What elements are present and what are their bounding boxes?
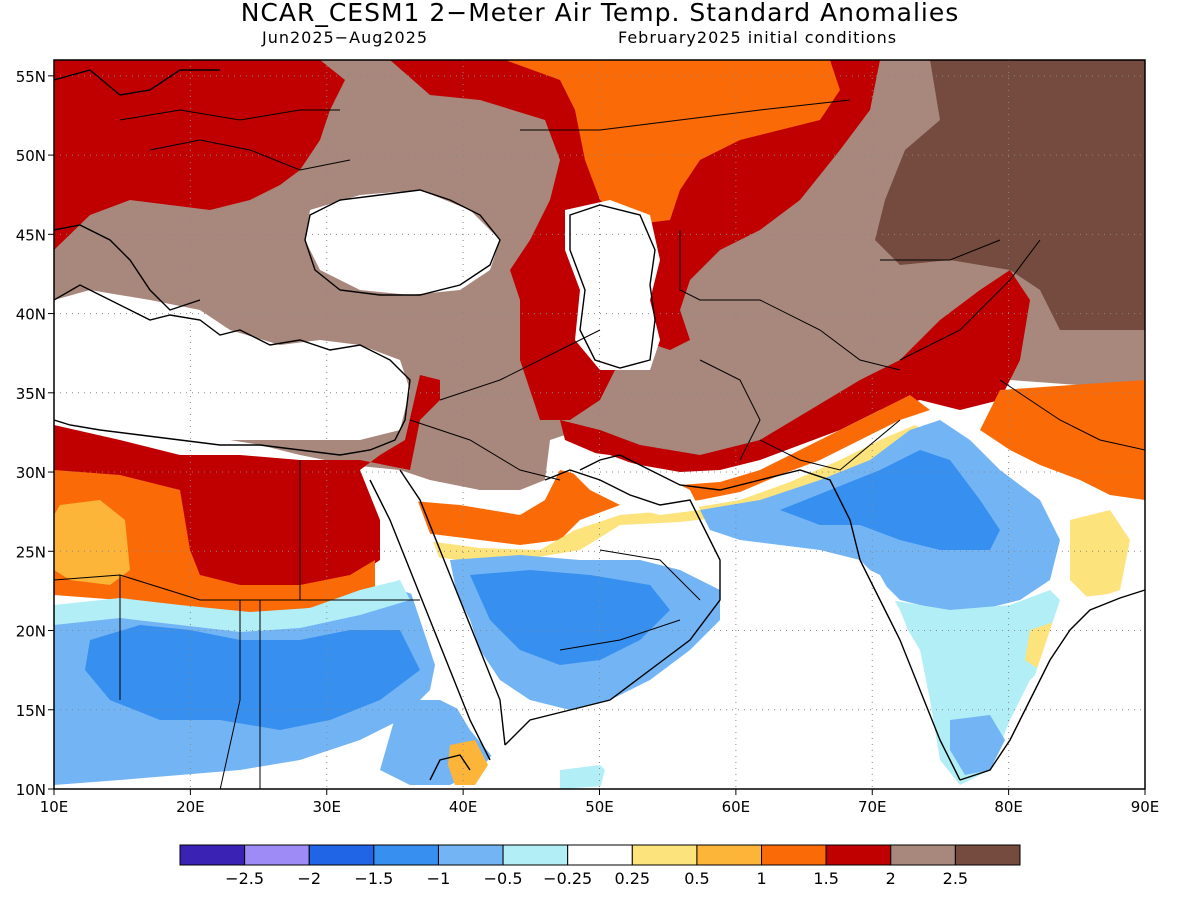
pale-blue-band-sahel bbox=[54, 580, 410, 632]
lat-label: 15N bbox=[16, 702, 46, 720]
warm-patch-ethiopia bbox=[448, 740, 488, 785]
cool-region-sahel-core bbox=[85, 625, 420, 730]
orange-band-arabia bbox=[400, 395, 930, 545]
lon-label: 80E bbox=[994, 798, 1023, 816]
colorbar-swatch bbox=[890, 844, 956, 866]
colorbar: −2.5 −2 −1.5 −1 −0.5 −0.25 0.25 0.5 1 1.5 2 2.5 bbox=[179, 844, 1021, 888]
colorbar-label: −1 bbox=[427, 869, 451, 888]
lon-label: 30E bbox=[312, 798, 341, 816]
colorbar-label: 2 bbox=[886, 869, 896, 888]
neutral-region-red-sea bbox=[380, 470, 510, 760]
map-title: NCAR_CESM1 2−Meter Air Temp. Standard An… bbox=[240, 0, 960, 27]
lat-label: 25N bbox=[16, 543, 46, 561]
lon-label: 60E bbox=[722, 798, 751, 816]
light-orange-region-sahara bbox=[54, 500, 130, 585]
lat-label: 35N bbox=[16, 385, 46, 403]
neutral-region-mediterranean bbox=[54, 290, 410, 440]
colorbar-label: −0.25 bbox=[543, 869, 592, 888]
orange-region-south-asia bbox=[980, 380, 1145, 500]
colorbar-swatch bbox=[244, 844, 310, 866]
neutral-region-caspian bbox=[565, 200, 660, 370]
forecast-period: Jun2025−Aug2025 bbox=[262, 28, 429, 47]
initial-conditions: February2025 initial conditions bbox=[618, 28, 898, 47]
cool-region-india-core bbox=[780, 450, 1000, 550]
lon-label: 40E bbox=[449, 798, 478, 816]
cool-region-india-south bbox=[950, 715, 1005, 775]
colorbar-label: −1.5 bbox=[354, 869, 393, 888]
colorbar-swatch bbox=[179, 844, 246, 866]
neutral-region-persian-gulf bbox=[570, 450, 700, 515]
coastlines bbox=[54, 69, 1145, 781]
lon-label: 20E bbox=[176, 798, 205, 816]
colorbar-label: 1.5 bbox=[813, 869, 838, 888]
lon-label: 90E bbox=[1131, 798, 1160, 816]
longitude-labels: 10E 20E 30E 40E 50E 60E 70E 80E 90E bbox=[40, 789, 1160, 816]
lat-label: 30N bbox=[16, 464, 46, 482]
colorbar-swatch bbox=[567, 844, 633, 866]
yellow-patch-bengal bbox=[1070, 510, 1130, 600]
colorbar-swatch bbox=[761, 844, 827, 866]
hot-region-europe bbox=[54, 60, 345, 250]
neutral-region-arabian-sea bbox=[600, 555, 940, 789]
orange-region-north-africa bbox=[54, 470, 375, 615]
country-borders bbox=[54, 99, 1145, 789]
colorbar-swatch bbox=[825, 844, 892, 866]
lat-label: 50N bbox=[16, 147, 46, 165]
very-warm-region-northeast bbox=[875, 60, 1145, 330]
colorbar-swatch bbox=[954, 844, 1021, 866]
colorbar-swatch bbox=[437, 844, 504, 866]
colorbar-swatch bbox=[308, 844, 375, 866]
colorbar-label: −2.5 bbox=[225, 869, 264, 888]
colorbar-label: 2.5 bbox=[943, 869, 968, 888]
cool-region-arabia-core bbox=[470, 570, 670, 665]
neutral-region-bay-of-bengal bbox=[1000, 590, 1145, 789]
lat-label: 45N bbox=[16, 226, 46, 244]
colorbar-label: −2 bbox=[297, 869, 321, 888]
colorbar-swatch bbox=[373, 844, 439, 866]
colorbar-label: 1 bbox=[756, 869, 766, 888]
lat-label: 20N bbox=[16, 623, 46, 641]
orange-region-russia bbox=[505, 60, 840, 225]
colorbar-label: −0.5 bbox=[484, 869, 523, 888]
colorbar-swatch bbox=[502, 844, 569, 866]
lat-label: 40N bbox=[16, 306, 46, 324]
lon-label: 10E bbox=[40, 798, 69, 816]
neutral-region-black-sea bbox=[305, 190, 500, 295]
colorbar-label: 0.5 bbox=[684, 869, 709, 888]
colorbar-swatch bbox=[631, 844, 698, 866]
lat-label: 10N bbox=[16, 781, 46, 799]
hot-region-himalaya bbox=[560, 270, 1030, 472]
colorbar-label: 0.25 bbox=[614, 869, 650, 888]
anomaly-fill bbox=[54, 60, 1145, 789]
colorbar-swatch bbox=[696, 844, 763, 866]
latitude-labels: 55N 50N 45N 40N 35N 30N 25N 20N 15N 10N bbox=[16, 68, 54, 799]
lon-label: 70E bbox=[858, 798, 887, 816]
lat-label: 55N bbox=[16, 68, 46, 86]
lon-label: 50E bbox=[585, 798, 614, 816]
